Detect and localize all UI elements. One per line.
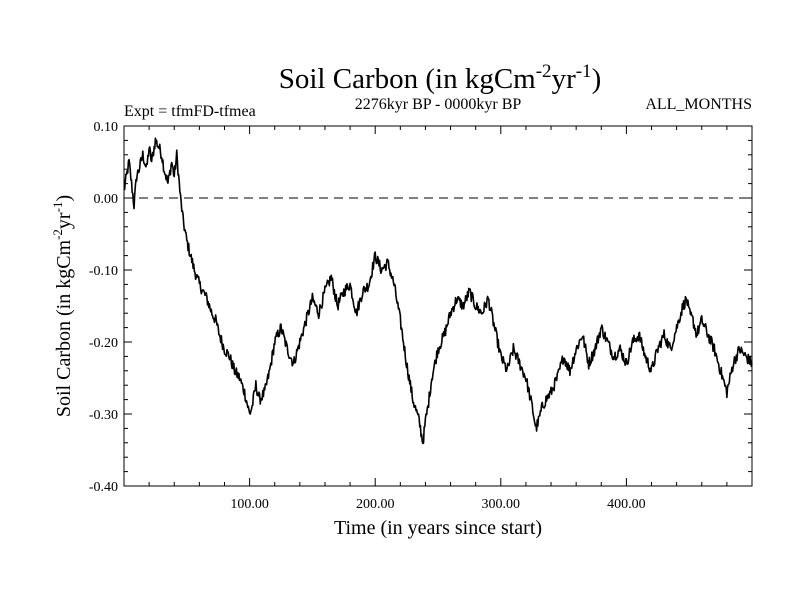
- subtitle-left: Expt = tfmFD-tfmea: [124, 103, 256, 120]
- soil-carbon-series-line: [123, 137, 753, 445]
- ylabel-sup2: -1: [50, 202, 65, 213]
- ylabel-mid: yr: [53, 212, 75, 229]
- ylabel-main: Soil Carbon (in kgCm: [53, 239, 75, 417]
- y-tick-label: -0.30: [89, 408, 118, 423]
- y-axis: 0.10 0.00 -0.10 -0.20 -0.30 -0.40: [89, 120, 752, 495]
- title-main: Soil Carbon (in kgCm: [279, 63, 536, 95]
- subtitle-center: 2276kyr BP - 0000kyr BP: [355, 96, 522, 113]
- title-mid: yr: [552, 63, 577, 95]
- subtitle-right: ALL_MONTHS: [645, 96, 752, 113]
- title-end: ): [592, 63, 602, 95]
- y-tick-label: 0.10: [94, 120, 119, 135]
- x-axis-label: Time (in years since start): [334, 517, 542, 539]
- ylabel-sup1: -2: [50, 229, 65, 240]
- y-tick-label: 0.00: [94, 192, 119, 207]
- minor-ticks: [124, 126, 752, 486]
- plot-frame: [123, 125, 753, 487]
- x-tick-label: 300.00: [482, 497, 521, 512]
- x-tick-label: 200.00: [356, 497, 395, 512]
- title-sup2: -1: [576, 61, 592, 82]
- x-tick-label: 100.00: [230, 497, 269, 512]
- ylabel-end: ): [53, 195, 75, 202]
- y-tick-label: -0.40: [89, 480, 118, 495]
- y-tick-label: -0.10: [89, 264, 118, 279]
- chart-title: Soil Carbon (in kgCm-2yr-1): [279, 61, 601, 95]
- title-sup1: -2: [536, 61, 552, 82]
- x-axis: 100.00 200.00 300.00 400.00: [230, 126, 646, 512]
- y-axis-label: Soil Carbon (in kgCm-2yr-1): [50, 195, 75, 417]
- y-tick-label: -0.20: [89, 336, 118, 351]
- x-tick-label: 400.00: [607, 497, 646, 512]
